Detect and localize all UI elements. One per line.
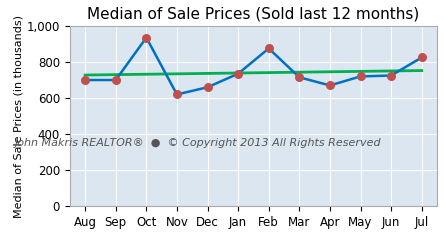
Point [326,84,333,87]
Point [234,72,242,76]
Title: Median of Sale Prices (Sold last 12 months): Median of Sale Prices (Sold last 12 mont… [87,7,420,22]
Point [388,74,395,77]
Point [296,76,303,79]
Point [82,78,89,82]
Point [418,56,425,59]
Point [112,78,119,82]
Point [173,93,180,96]
Y-axis label: Median of Sale Prices (in thousands): Median of Sale Prices (in thousands) [14,15,24,218]
Point [265,46,272,50]
Point [143,36,150,39]
Point [357,75,364,78]
Point [204,85,211,89]
Text: John Makris REALTOR®  ●  © Copyright 2013 All Rights Reserved: John Makris REALTOR® ● © Copyright 2013 … [15,138,382,148]
